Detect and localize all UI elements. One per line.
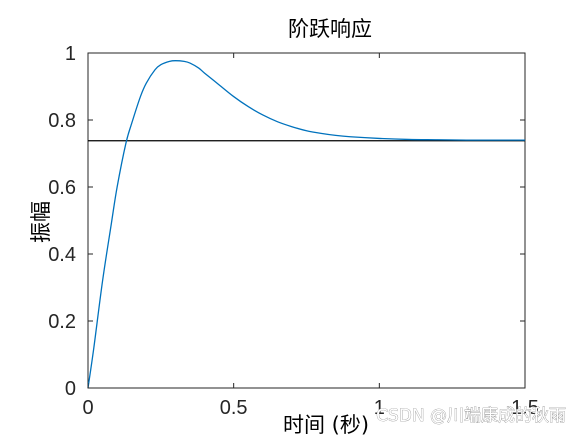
y-tick-label: 1 <box>65 43 76 65</box>
y-axis-label: 振幅 <box>29 201 53 243</box>
y-tick-label: 0.8 <box>48 110 76 132</box>
x-tick-label: 1 <box>374 397 385 419</box>
step-response-line <box>87 60 525 389</box>
x-axis-label: 时间 (秒) <box>283 413 369 436</box>
y-tick-label: 0.2 <box>48 311 76 333</box>
series-layer <box>87 60 525 389</box>
y-tick-label: 0.4 <box>48 244 76 266</box>
chart-title: 阶跃响应 <box>288 17 372 41</box>
x-axis-ticks: 0 0.5 1 1.5 <box>82 53 539 419</box>
plot-area <box>87 52 526 389</box>
x-tick-label: 0 <box>82 397 93 419</box>
x-tick-label: 1.5 <box>511 397 539 419</box>
watermark-text: CSDN @川端康成的秋雨 <box>376 406 566 426</box>
y-tick-label: 0.6 <box>48 177 76 199</box>
y-axis-ticks: 0 0.2 0.4 0.6 0.8 1 <box>48 43 525 400</box>
x-tick-label: 0.5 <box>220 397 248 419</box>
y-tick-label: 0 <box>65 378 76 400</box>
